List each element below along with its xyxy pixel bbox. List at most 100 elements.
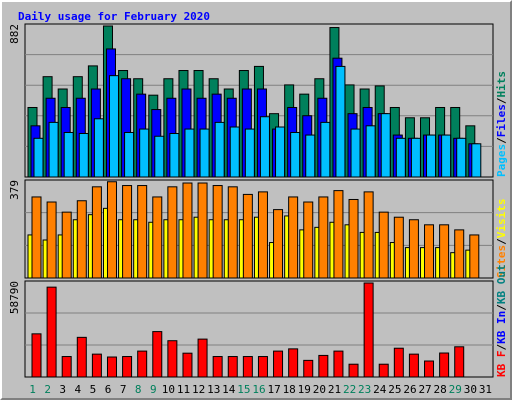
bar-pages-day-25 [395, 137, 406, 178]
bar-pages-day-23 [365, 125, 376, 178]
bar-pages-day-13 [214, 121, 225, 178]
x-tick-label: 18 [283, 383, 296, 396]
bar-pages-day-3 [63, 131, 74, 178]
x-tick-label: 13 [207, 383, 220, 396]
x-tick-label: 16 [252, 383, 265, 396]
bar-sites-day-14 [227, 186, 238, 279]
x-tick-label: 10 [162, 383, 175, 396]
bar-pages-day-26 [410, 137, 421, 178]
bar-pages-day-24 [380, 113, 391, 178]
legend: KB F/KB In/KB Out [495, 264, 508, 377]
x-tick-label: 24 [373, 383, 387, 396]
bar-pages-day-27 [426, 134, 437, 178]
bar-pages-day-16 [259, 116, 270, 178]
x-tick-label: 17 [267, 383, 280, 396]
x-tick-label: 7 [120, 383, 127, 396]
x-tick-label: 6 [105, 383, 112, 396]
bar-sites-day-1 [31, 196, 42, 279]
bar-sites-day-11 [182, 182, 193, 279]
bar-sites-day-8 [137, 185, 148, 279]
x-tick-label: 4 [75, 383, 82, 396]
bar-sites-day-18 [288, 196, 299, 279]
bar-kbytes-f-day-24 [378, 363, 389, 378]
bar-kbytes-f-day-17 [273, 350, 284, 378]
bar-kbytes-f-day-20 [318, 354, 329, 378]
bar-sites-day-3 [61, 211, 72, 279]
bar-pages-day-8 [139, 128, 150, 178]
bar-sites-day-25 [393, 216, 404, 279]
bar-kbytes-f-day-18 [288, 348, 299, 378]
legend-entry: / [495, 97, 508, 104]
bar-pages-day-29 [456, 137, 467, 178]
x-tick-label: 15 [237, 383, 250, 396]
bar-sites-day-7 [122, 185, 133, 279]
bar-sites-day-23 [363, 191, 374, 279]
bar-pages-day-28 [441, 134, 452, 178]
legend: Pages/Files/Hits [495, 71, 508, 177]
bar-sites-day-22 [348, 198, 359, 279]
bar-kbytes-f-day-8 [137, 350, 148, 378]
x-tick-label: 31 [479, 383, 492, 396]
x-tick-label: 26 [403, 383, 416, 396]
bar-kbytes-f-day-1 [31, 333, 42, 378]
bar-kbytes-f-day-2 [46, 286, 57, 378]
bar-sites-day-19 [303, 201, 314, 279]
x-tick-label: 21 [328, 383, 341, 396]
x-tick-label: 25 [388, 383, 401, 396]
bar-sites-day-24 [378, 211, 389, 279]
legend-entry: / [495, 344, 508, 351]
x-tick-label: 19 [298, 383, 311, 396]
legend-entry: KB Out [495, 264, 508, 304]
bar-kbytes-f-day-6 [106, 356, 117, 378]
x-tick-label: 23 [358, 383, 371, 396]
bar-pages-day-17 [275, 126, 286, 178]
bar-sites-day-17 [273, 209, 284, 279]
x-tick-label: 12 [192, 383, 205, 396]
bar-kbytes-f-day-10 [167, 340, 178, 378]
bar-kbytes-f-day-23 [363, 282, 374, 378]
bar-sites-day-13 [212, 185, 223, 279]
x-tick-label: 11 [177, 383, 190, 396]
x-tick-label: 22 [343, 383, 356, 396]
bar-sites-day-6 [106, 181, 117, 279]
bar-pages-day-1 [33, 137, 44, 178]
panel-hits-files-pages [24, 23, 494, 178]
bar-kbytes-f-day-3 [61, 356, 72, 378]
bar-kbytes-f-day-15 [242, 356, 253, 378]
bar-sites-day-27 [424, 224, 435, 279]
bar-sites-day-21 [333, 190, 344, 279]
bar-sites-day-20 [318, 196, 329, 279]
bar-kbytes-f-day-14 [227, 356, 238, 378]
bar-kbytes-f-day-16 [257, 356, 268, 378]
bar-kbytes-f-day-27 [424, 360, 435, 378]
bar-kbytes-f-day-26 [408, 353, 419, 378]
y-max-label: 882 [8, 24, 21, 44]
y-max-label: 58790 [8, 281, 21, 314]
x-tick-label: 8 [135, 383, 142, 396]
bar-kbytes-f-day-21 [333, 350, 344, 378]
legend-entry: / [495, 304, 508, 311]
bar-kbytes-f-day-28 [439, 352, 450, 378]
legend: Sites/Visits [495, 199, 508, 279]
bar-sites-day-4 [76, 200, 87, 279]
bar-sites-day-15 [242, 193, 253, 279]
bar-pages-day-22 [350, 128, 361, 178]
bar-pages-day-18 [290, 131, 301, 178]
bar-kbytes-f-day-12 [197, 338, 208, 378]
legend-entry: Pages [495, 144, 508, 177]
x-tick-label: 5 [90, 383, 97, 396]
bar-pages-day-10 [169, 133, 180, 178]
bar-kbytes-f-day-29 [454, 346, 465, 378]
bar-sites-day-2 [46, 201, 57, 279]
bar-kbytes-f-day-22 [348, 363, 359, 378]
legend-entry: / [495, 238, 508, 245]
legend-entry: KB F [495, 351, 508, 378]
bar-sites-day-12 [197, 182, 208, 279]
legend-entry: Hits [495, 71, 508, 98]
bar-pages-day-5 [93, 118, 104, 178]
legend-entry: KB In [495, 311, 508, 344]
x-tick-label: 30 [464, 383, 477, 396]
bar-sites-day-5 [91, 186, 102, 279]
bar-kbytes-f-day-9 [152, 331, 163, 378]
